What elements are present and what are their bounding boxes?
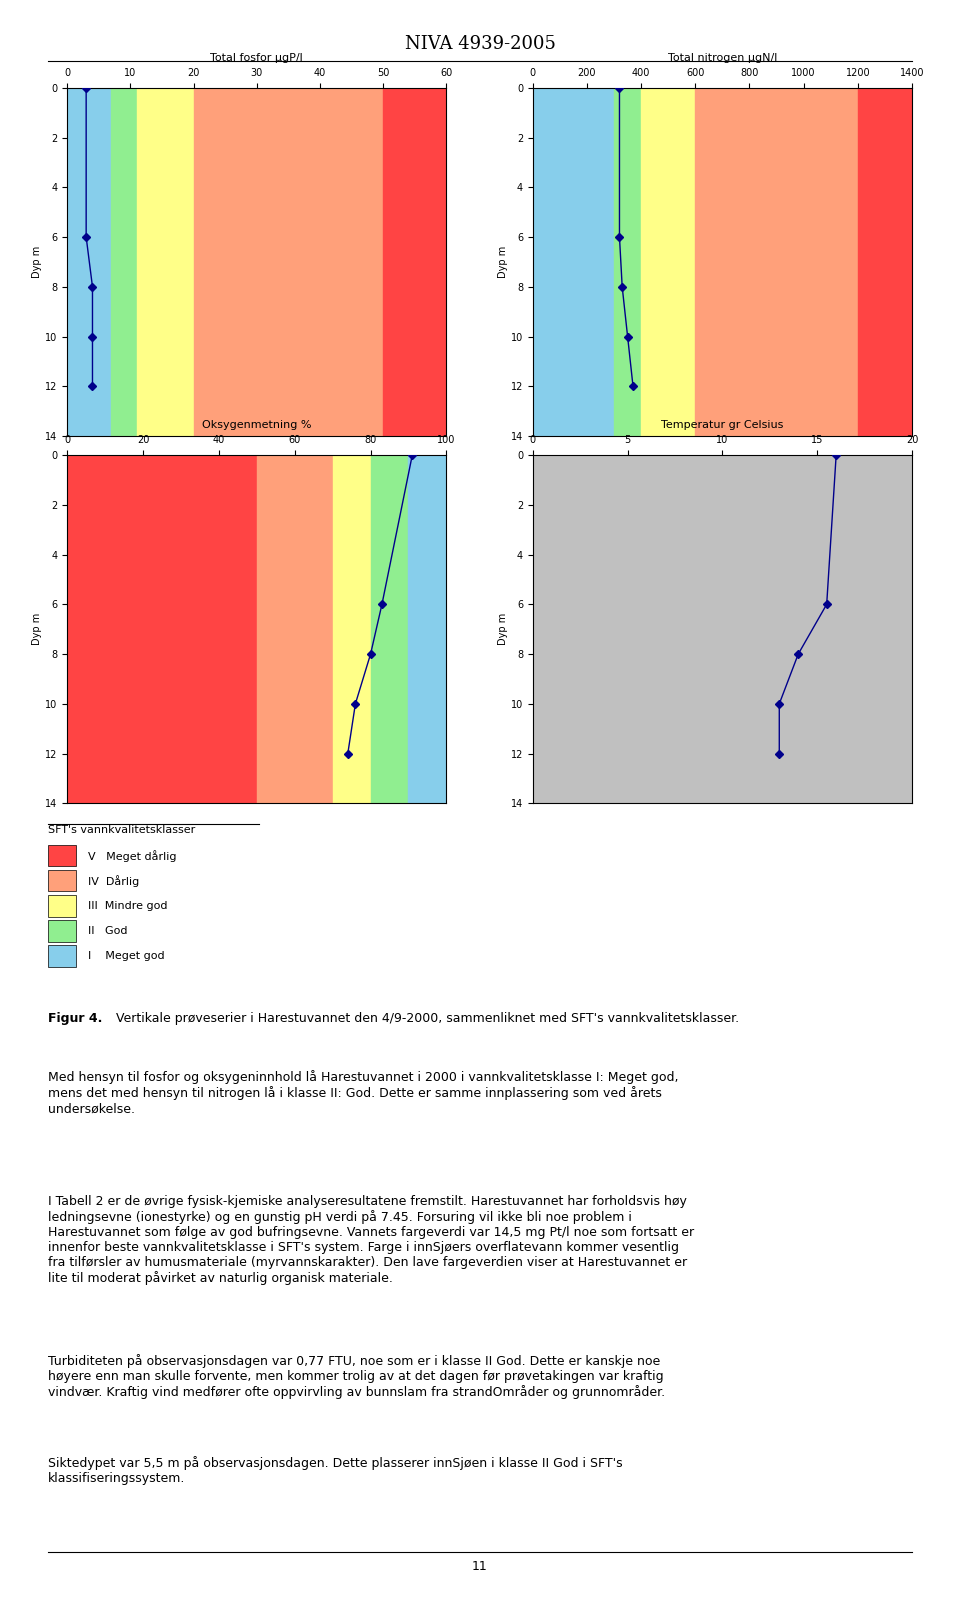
Text: V   Meget dårlig: V Meget dårlig xyxy=(88,850,177,862)
Bar xyxy=(858,88,912,436)
Title: Temperatur gr Celsius: Temperatur gr Celsius xyxy=(661,420,783,431)
Bar xyxy=(533,455,912,803)
Text: Vertikale prøveserier i Harestuvannet den 4/9-2000, sammenliknet med SFT's vannk: Vertikale prøveserier i Harestuvannet de… xyxy=(108,1012,738,1025)
Bar xyxy=(194,88,383,436)
FancyBboxPatch shape xyxy=(48,920,76,942)
Bar xyxy=(409,455,446,803)
Text: III  Mindre god: III Mindre god xyxy=(88,901,168,910)
Y-axis label: Dyp m: Dyp m xyxy=(498,613,508,645)
Text: SFT's vannkvalitetsklasser: SFT's vannkvalitetsklasser xyxy=(48,826,195,835)
FancyBboxPatch shape xyxy=(48,945,76,966)
Bar xyxy=(257,455,333,803)
FancyBboxPatch shape xyxy=(48,896,76,917)
Title: Total fosfor μgP/l: Total fosfor μgP/l xyxy=(210,53,303,64)
Text: Siktedypet var 5,5 m på observasjonsdagen. Dette plasserer innSjøen i klasse II : Siktedypet var 5,5 m på observasjonsdage… xyxy=(48,1456,623,1485)
Text: Figur 4.: Figur 4. xyxy=(48,1012,103,1025)
Text: II   God: II God xyxy=(88,926,128,936)
Text: Med hensyn til fosfor og oksygeninnhold lå Harestuvannet i 2000 i vannkvalitetsk: Med hensyn til fosfor og oksygeninnhold … xyxy=(48,1070,679,1115)
Text: I Tabell 2 er de øvrige fysisk-kjemiske analyseresultatene fremstilt. Harestuvan: I Tabell 2 er de øvrige fysisk-kjemiske … xyxy=(48,1195,694,1286)
Bar xyxy=(383,88,446,436)
Bar xyxy=(67,455,257,803)
FancyBboxPatch shape xyxy=(48,870,76,891)
Y-axis label: Dyp m: Dyp m xyxy=(33,246,42,278)
Bar xyxy=(111,88,136,436)
Bar xyxy=(533,88,614,436)
Y-axis label: Dyp m: Dyp m xyxy=(33,613,42,645)
Bar xyxy=(371,455,409,803)
Y-axis label: Dyp m: Dyp m xyxy=(498,246,508,278)
Title: Total nitrogen μgN/l: Total nitrogen μgN/l xyxy=(668,53,777,64)
Bar xyxy=(333,455,371,803)
Text: 11: 11 xyxy=(472,1560,488,1573)
Bar xyxy=(136,88,194,436)
Bar xyxy=(614,88,641,436)
Text: Turbiditeten på observasjonsdagen var 0,77 FTU, noe som er i klasse II God. Dett: Turbiditeten på observasjonsdagen var 0,… xyxy=(48,1354,665,1399)
Text: NIVA 4939-2005: NIVA 4939-2005 xyxy=(404,35,556,53)
Title: Oksygenmetning %: Oksygenmetning % xyxy=(202,420,312,431)
Bar xyxy=(67,88,111,436)
Text: IV  Dårlig: IV Dårlig xyxy=(88,875,139,886)
Bar xyxy=(695,88,858,436)
Bar xyxy=(641,88,695,436)
FancyBboxPatch shape xyxy=(48,845,76,867)
Text: I    Meget god: I Meget god xyxy=(88,950,165,961)
